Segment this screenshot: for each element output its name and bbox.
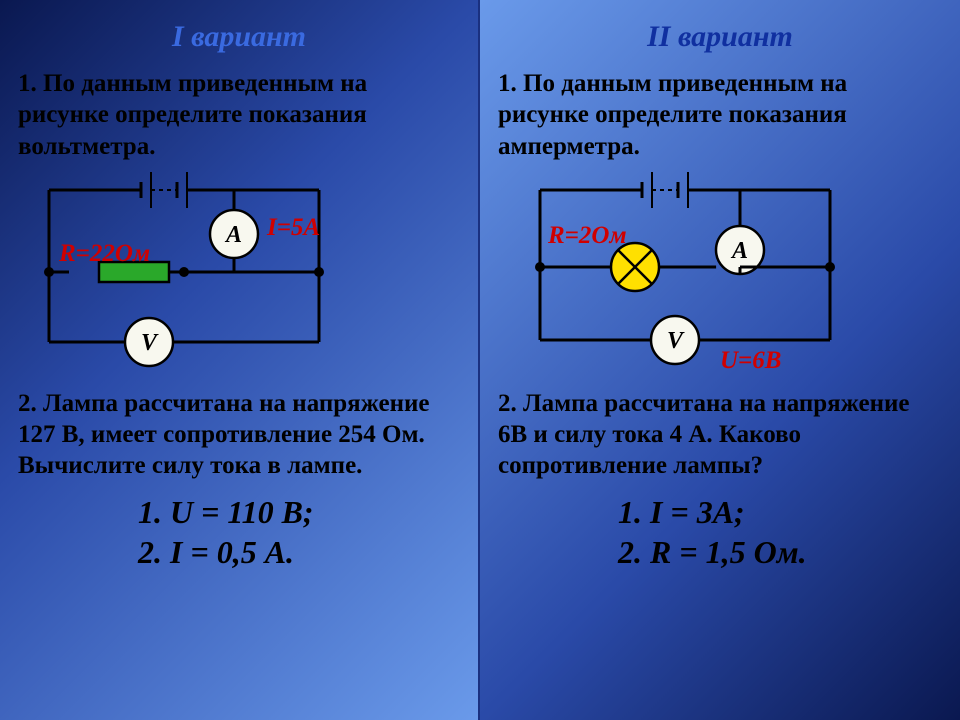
variant-1-heading: I вариант	[18, 20, 460, 54]
variant-1-circuit: A V R=22Ом I=5A	[19, 172, 459, 382]
variant-1-answer-2: 2. I = 0,5 А.	[138, 532, 460, 572]
svg-text:V: V	[667, 328, 685, 354]
variant-1-task-1: 1. По данным приведенным на рисунке опре…	[18, 68, 460, 162]
svg-text:V: V	[141, 330, 159, 356]
variant-1-task-2: 2. Лампа рассчитана на напряжение 127 В,…	[18, 388, 460, 482]
variant-2-answers: 1. I = 3A; 2. R = 1,5 Ом.	[498, 492, 942, 572]
svg-text:A: A	[224, 222, 242, 248]
i-annot-1: I=5A	[267, 214, 320, 242]
circuit-2-svg: A V	[500, 172, 940, 372]
variant-2-task-2: 2. Лампа рассчитана на напряжение 6В и с…	[498, 388, 942, 482]
r-annot-1: R=22Ом	[59, 240, 150, 268]
circuit-1-svg: A V	[19, 172, 459, 372]
u-annot-2: U=6В	[720, 347, 781, 375]
variant-1-panel: I вариант 1. По данным приведенным на ри…	[0, 0, 480, 720]
variant-2-panel: II вариант 1. По данным приведенным на р…	[480, 0, 960, 720]
r-annot-2: R=2Ом	[548, 222, 627, 250]
variant-2-heading: II вариант	[498, 20, 942, 54]
variant-2-answer-2: 2. R = 1,5 Ом.	[618, 532, 942, 572]
svg-text:A: A	[730, 238, 748, 264]
variant-1-answer-1: 1. U = 110 В;	[138, 492, 460, 532]
variant-2-task-1: 1. По данным приведенным на рисунке опре…	[498, 68, 942, 162]
variant-1-answers: 1. U = 110 В; 2. I = 0,5 А.	[18, 492, 460, 572]
variant-2-answer-1: 1. I = 3A;	[618, 492, 942, 532]
variant-2-circuit: A V R=2Ом U=6В	[500, 172, 940, 382]
